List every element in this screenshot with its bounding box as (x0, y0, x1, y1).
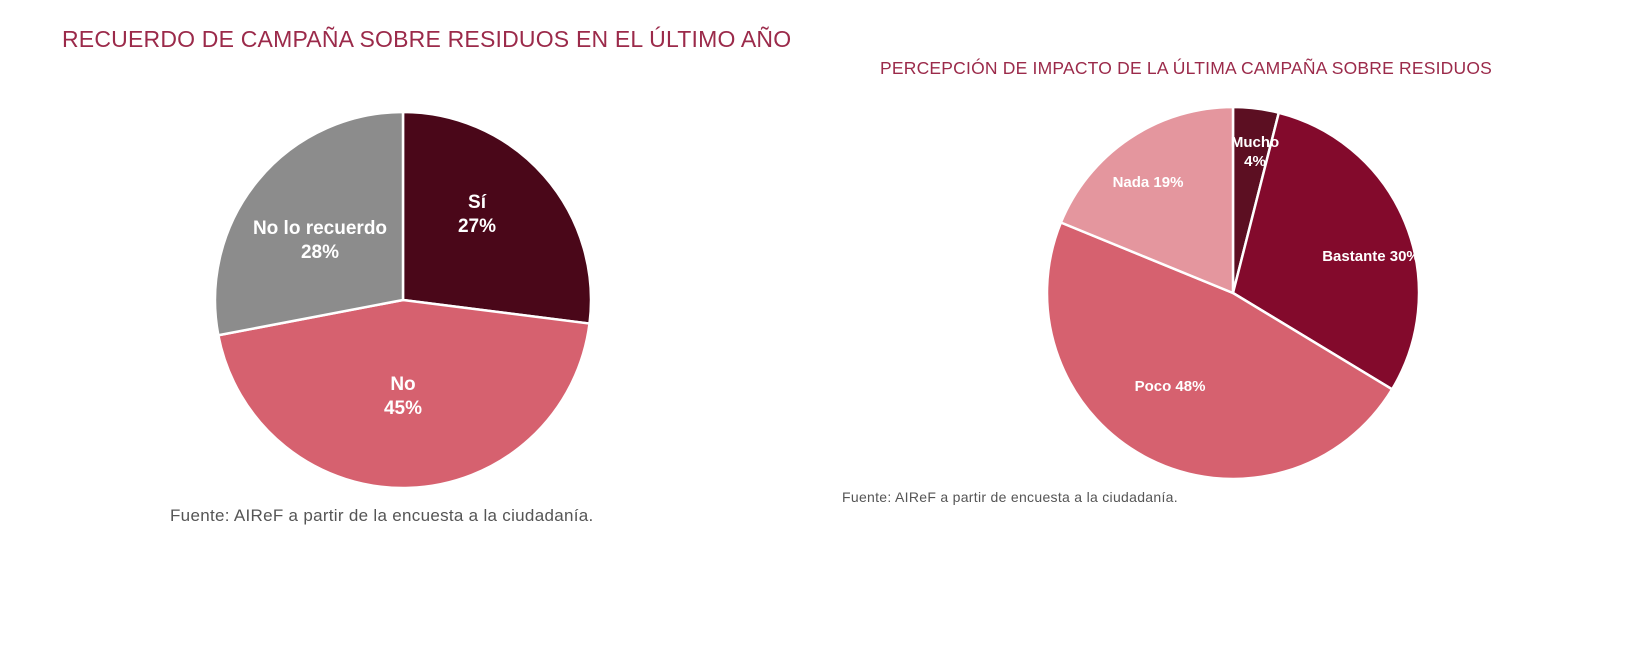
pie-chart-recuerdo: Sí 27% No 45% No lo recuerdo 28% (213, 110, 593, 490)
chart-panel-recuerdo: RECUERDO DE CAMPAÑA SOBRE RESIDUOS EN EL… (62, 26, 792, 525)
pie-slice-no-lo-recuerdo (213, 110, 405, 337)
chart-title: RECUERDO DE CAMPAÑA SOBRE RESIDUOS EN EL… (62, 26, 792, 52)
slice-label-mucho: Mucho 4% (1231, 134, 1279, 170)
source-note: Fuente: AIReF a partir de encuesta a la … (842, 489, 1178, 505)
slice-label-nada: Nada 19% (1113, 174, 1184, 191)
pie-slice-no (216, 298, 591, 490)
slice-label-bastante: Bastante 30% (1322, 248, 1420, 265)
slice-label-no: No 45% (384, 374, 422, 419)
source-note: Fuente: AIReF a partir de la encuesta a … (170, 506, 594, 525)
chart-panel-impacto: PERCEPCIÓN DE IMPACTO DE LA ÚLTIMA CAMPA… (820, 0, 1628, 668)
pie-slice-si (401, 110, 593, 325)
slice-label-si: Sí 27% (458, 192, 496, 237)
pie-slice-poco (1045, 220, 1394, 481)
pie-chart-impacto: Mucho 4% Bastante 30% Poco 48% Nada 19% (1045, 105, 1421, 481)
slice-label-no-lo-recuerdo: No lo recuerdo 28% (253, 218, 387, 263)
chart-title: PERCEPCIÓN DE IMPACTO DE LA ÚLTIMA CAMPA… (880, 58, 1493, 78)
slice-label-poco: Poco 48% (1135, 378, 1206, 395)
pie-slice-nada (1059, 105, 1235, 295)
